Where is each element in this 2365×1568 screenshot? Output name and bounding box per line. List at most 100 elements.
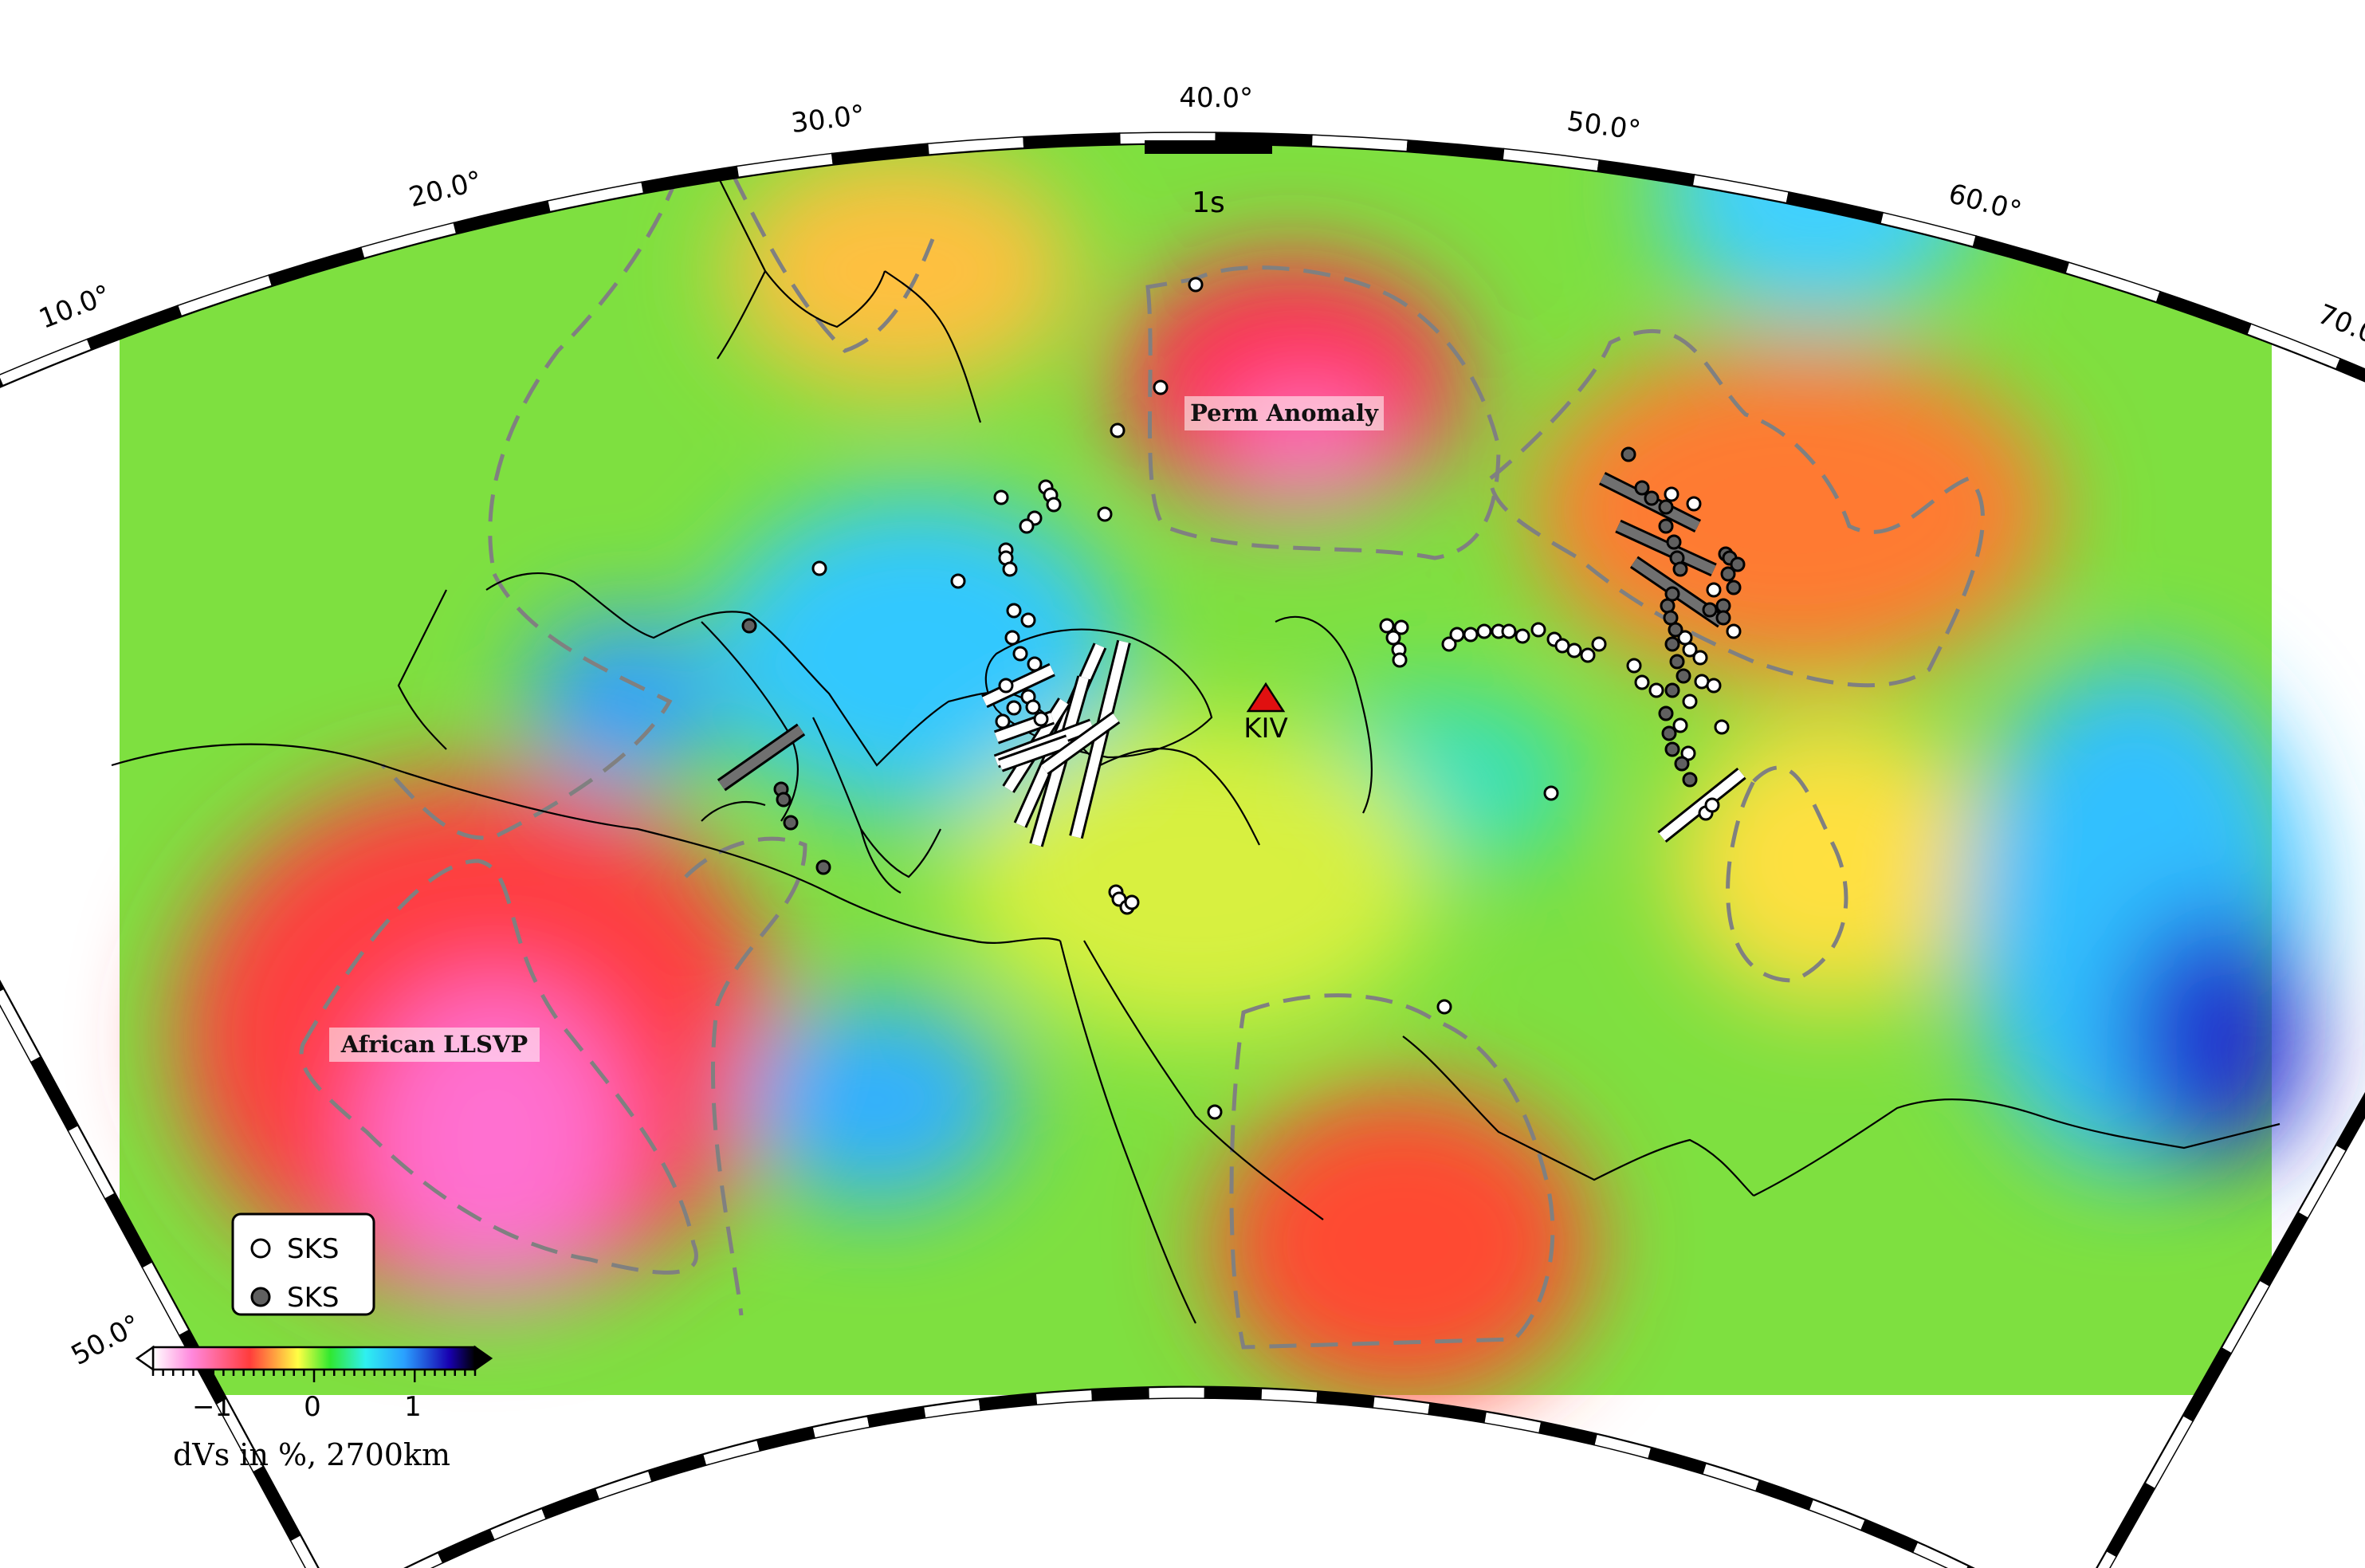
colorbar-high-triangle: [473, 1345, 493, 1372]
velocity-anomaly-field: [120, 143, 2312, 1403]
splitting-bar: [1071, 640, 1129, 839]
colorbar: −1 0 1 dVs in %, 2700km: [135, 1345, 493, 1472]
pierce-point-filled: [1674, 756, 1690, 772]
coast-baltic: [884, 270, 982, 423]
pierce-point-open: [1686, 496, 1702, 512]
pierce-point-open: [1002, 561, 1018, 577]
pierce-point-open: [1514, 628, 1530, 644]
pierce-point-filled: [1666, 534, 1682, 550]
pierce-point-filled: [1672, 561, 1688, 577]
pierce-point-open: [1706, 678, 1722, 694]
pierce-point-open: [1046, 497, 1062, 513]
colorbar-tick-0: 0: [304, 1391, 321, 1423]
station-kiv[interactable]: KIV: [1243, 682, 1288, 745]
perm-tag-box: [1184, 396, 1384, 430]
lon-label-60: 60.0°: [1945, 178, 2025, 228]
pierce-point-open: [1580, 647, 1596, 663]
pierce-point-open: [1692, 650, 1708, 666]
pierce-point-open: [1664, 486, 1679, 502]
lon-label-40: 40.0°: [1179, 82, 1253, 115]
colorbar-title: dVs in %, 2700km: [173, 1437, 450, 1472]
pierce-point-filled: [1644, 490, 1660, 506]
pierce-point-open: [1207, 1104, 1223, 1120]
coast-scandinavia: [717, 175, 886, 360]
pierce-point-open: [950, 573, 966, 589]
pierce-point-open: [1392, 652, 1408, 668]
pierce-point-open: [1543, 785, 1559, 801]
pierce-point-open: [1591, 636, 1607, 652]
colorbar-ticks: [151, 1370, 477, 1382]
pierce-point-open: [1019, 518, 1035, 534]
pierce-point-open: [1188, 277, 1204, 293]
pierce-point-open: [995, 713, 1011, 729]
pierce-point-filled: [1634, 480, 1650, 496]
pierce-point-filled: [1669, 654, 1685, 670]
coast-north-africa: [111, 743, 1061, 944]
splitting-bar: [1616, 521, 1716, 575]
pierce-point-open: [1648, 682, 1664, 698]
pierce-point-open: [1379, 618, 1395, 634]
pierce-point-open: [998, 678, 1014, 694]
pierce-point-open: [1476, 623, 1492, 639]
caspian-east-contour: [1726, 765, 1848, 983]
legend-label-1: SKS: [287, 1282, 339, 1314]
pierce-point-filled: [1621, 446, 1636, 462]
ural-contour: [1488, 329, 1985, 688]
station-marker[interactable]: [1246, 682, 1286, 713]
splitting-bar: [1659, 769, 1745, 841]
colorbar-low-triangle: [135, 1345, 155, 1372]
legend-open-marker: [250, 1238, 271, 1259]
splitting-bar: [1041, 713, 1119, 773]
pierce-point-filled: [776, 792, 792, 808]
map-frame: [0, 132, 2365, 1568]
pierce-point-filled: [1676, 668, 1691, 684]
pierce-point-filled: [1715, 610, 1731, 626]
splitting-bar: [999, 737, 1070, 770]
africa-west-contour: [684, 836, 807, 1316]
pierce-point-open: [1004, 630, 1020, 646]
delay-time-scale: 1s: [1145, 140, 1272, 219]
perm-contour: [1145, 265, 1501, 560]
pierce-point-filled: [1730, 556, 1746, 572]
african-tag-text: African LLSVP: [340, 1031, 528, 1058]
scale-label: 1s: [1192, 187, 1225, 219]
legend-label-0: SKS: [287, 1233, 339, 1265]
pierce-point-open: [1706, 582, 1722, 598]
coast-red-sea: [1059, 940, 1324, 1324]
anomaly-contours: [299, 174, 1985, 1350]
pierce-point-open: [1097, 506, 1113, 522]
colorbar-tick-1: 1: [404, 1391, 422, 1423]
legend-box: [231, 1212, 375, 1316]
pierce-point-open: [1436, 999, 1452, 1015]
coast-black-sea: [984, 628, 1213, 759]
pierce-point-open: [993, 489, 1009, 505]
pierce-point-open: [1682, 642, 1698, 658]
pierce-point-open: [1006, 603, 1022, 619]
colorbar-ramp: [151, 1346, 477, 1371]
pierce-point-open: [1682, 694, 1698, 709]
pierce-point-filled: [1668, 622, 1683, 638]
pierce-point-filled: [1660, 598, 1676, 614]
pierce-point-open: [1027, 656, 1043, 672]
pierce-point-filled: [1726, 580, 1742, 595]
pierce-point-open: [1385, 630, 1401, 646]
pierce-point-open: [1449, 627, 1465, 643]
pierce-point-open: [1153, 379, 1169, 395]
med-contour: [381, 572, 673, 840]
pierce-point-open: [1704, 797, 1720, 813]
pierce-point-filled: [783, 815, 799, 831]
perm-anomaly-tag: Perm Anomaly: [1184, 396, 1384, 430]
pierce-point-open: [1530, 622, 1546, 638]
pierce-point-filled: [1682, 772, 1698, 788]
pierce-point-filled: [1664, 682, 1680, 698]
pierce-point-filled: [1661, 725, 1677, 741]
african-tag-box: [329, 1028, 540, 1062]
coast-south-asia: [1753, 1098, 2281, 1197]
pierce-point-open: [1020, 612, 1036, 628]
pierce-point-open: [1501, 623, 1517, 639]
coastlines: [111, 175, 2281, 1324]
african-contour: [299, 859, 698, 1275]
north-sea-contour: [488, 175, 680, 575]
station-label: KIV: [1243, 713, 1288, 745]
coast-iberia-west: [397, 589, 447, 750]
